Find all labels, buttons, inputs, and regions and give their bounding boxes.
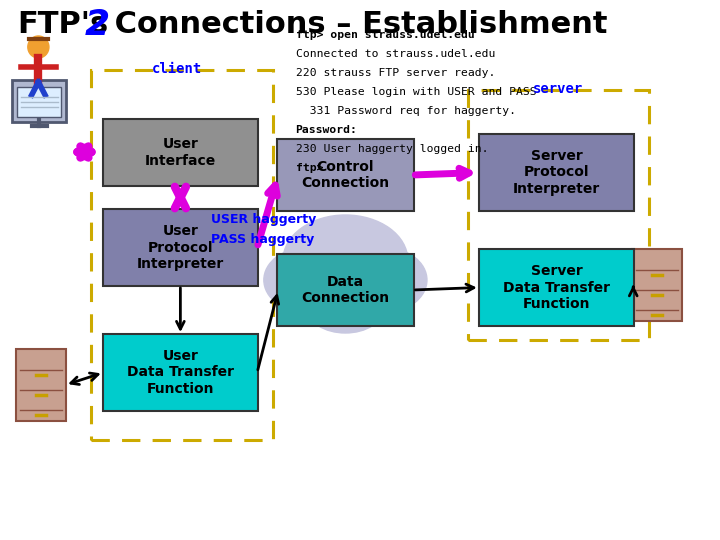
FancyBboxPatch shape — [103, 334, 258, 411]
Text: client: client — [153, 62, 202, 76]
Text: 331 Password req for haggerty.: 331 Password req for haggerty. — [295, 106, 516, 116]
Text: 2: 2 — [84, 8, 109, 42]
Text: FTP's: FTP's — [17, 10, 109, 39]
Ellipse shape — [307, 283, 384, 333]
Bar — [91, 70, 274, 440]
Bar — [468, 90, 649, 340]
Text: PASS haggerty: PASS haggerty — [211, 233, 315, 246]
Text: Data
Connection: Data Connection — [302, 275, 390, 305]
Text: server: server — [534, 82, 583, 96]
Ellipse shape — [341, 247, 427, 313]
Ellipse shape — [326, 273, 393, 327]
Text: Server
Data Transfer
Function: Server Data Transfer Function — [503, 264, 610, 310]
Circle shape — [28, 36, 49, 58]
Text: Server
Protocol
Interpreter: Server Protocol Interpreter — [513, 149, 600, 195]
Text: ftp>: ftp> — [295, 163, 323, 173]
FancyBboxPatch shape — [277, 254, 413, 326]
Text: 530 Please login with USER and PASS: 530 Please login with USER and PASS — [295, 87, 536, 97]
Ellipse shape — [297, 267, 364, 322]
Text: User
Data Transfer
Function: User Data Transfer Function — [127, 349, 234, 396]
Text: Connections – Establishment: Connections – Establishment — [104, 10, 607, 39]
FancyBboxPatch shape — [277, 139, 413, 211]
FancyBboxPatch shape — [12, 80, 66, 122]
Text: 230 User haggerty logged in.: 230 User haggerty logged in. — [295, 144, 488, 154]
FancyBboxPatch shape — [17, 349, 66, 421]
Text: Control
Connection: Control Connection — [302, 160, 390, 190]
FancyBboxPatch shape — [17, 87, 61, 117]
FancyBboxPatch shape — [632, 249, 682, 321]
Ellipse shape — [264, 247, 350, 313]
FancyBboxPatch shape — [479, 134, 634, 211]
Text: 220 strauss FTP server ready.: 220 strauss FTP server ready. — [295, 68, 495, 78]
FancyBboxPatch shape — [103, 209, 258, 286]
Text: Connected to strauss.udel.edu: Connected to strauss.udel.edu — [295, 49, 495, 59]
Ellipse shape — [283, 215, 408, 305]
Text: USER haggerty: USER haggerty — [211, 213, 316, 226]
Text: User
Interface: User Interface — [145, 137, 216, 167]
Text: ftp> open strauss.udel.edu: ftp> open strauss.udel.edu — [295, 30, 474, 40]
FancyBboxPatch shape — [479, 249, 634, 326]
Text: Password:: Password: — [295, 125, 357, 135]
Text: User
Protocol
Interpreter: User Protocol Interpreter — [137, 224, 224, 271]
FancyBboxPatch shape — [103, 119, 258, 186]
